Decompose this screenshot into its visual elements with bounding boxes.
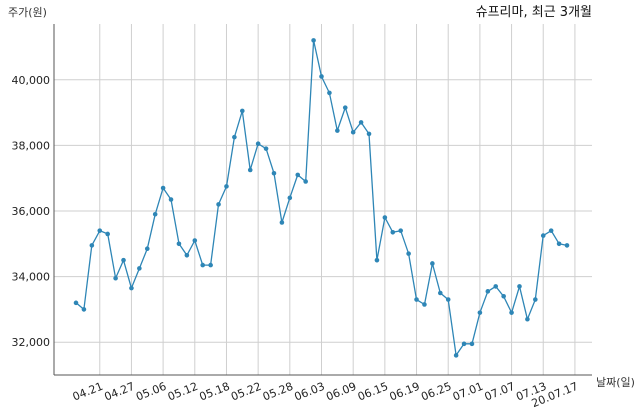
price-point (192, 238, 198, 243)
price-point (477, 310, 483, 315)
price-point (200, 262, 206, 268)
price-point (366, 131, 372, 137)
chart-title: 슈프리마, 최근 3개월 (476, 5, 592, 20)
price-point (105, 231, 110, 237)
price-point (232, 134, 237, 140)
price-point (327, 90, 332, 96)
price-point (469, 341, 475, 347)
price-point (303, 179, 308, 184)
price-point (168, 197, 174, 202)
price-point (73, 300, 79, 306)
price-point (485, 289, 491, 294)
price-point (358, 120, 364, 125)
price-point (208, 262, 213, 268)
price-point (224, 184, 229, 189)
x-tick-label: 05.18 (198, 380, 232, 404)
x-tick-label: 06.19 (388, 380, 422, 404)
price-point (509, 310, 514, 315)
price-point (216, 202, 221, 207)
axes (53, 24, 592, 376)
x-tick-label: 06.25 (419, 380, 453, 404)
x-axis-label: 날짜(일) (596, 375, 635, 389)
price-point (501, 293, 506, 299)
price-point (461, 341, 467, 347)
price-point (89, 243, 95, 248)
price-point (97, 228, 103, 233)
price-point (295, 172, 301, 178)
y-tick-label: 38,000 (12, 139, 51, 152)
price-point (137, 266, 142, 271)
x-tick-label: 05.12 (166, 380, 200, 404)
price-point (247, 167, 253, 173)
price-point (453, 353, 459, 358)
x-tick-label: 06.09 (324, 380, 358, 404)
price-point (81, 307, 87, 312)
y-axis-label: 주가(원) (8, 6, 47, 19)
price-point (279, 220, 285, 225)
price-point (311, 38, 316, 43)
price-point (255, 141, 261, 147)
price-point (533, 297, 538, 302)
price-point (564, 243, 570, 248)
price-point (493, 284, 499, 289)
price-point (335, 128, 340, 133)
price-point (176, 241, 182, 247)
price-point (350, 129, 356, 135)
price-point (160, 185, 166, 191)
y-tick-label: 34,000 (12, 271, 51, 284)
price-point (540, 233, 546, 238)
price-point (374, 257, 380, 263)
x-tick-label: 06.15 (356, 380, 390, 404)
price-point (390, 230, 396, 235)
y-tick-label: 40,000 (12, 74, 51, 87)
price-point (437, 290, 443, 296)
price-point (556, 241, 562, 247)
x-tick-label: 05.06 (134, 380, 168, 404)
tick-labels: 32,000 34,000 36,000 38,000 40,000 04.2104.27… (12, 74, 581, 410)
price-point (517, 284, 522, 289)
price-point (240, 108, 245, 114)
x-tick-label: 07.01 (451, 380, 485, 404)
price-point (342, 105, 348, 110)
x-tick-label: 07.07 (483, 380, 517, 404)
price-point (144, 246, 150, 252)
x-tick-label: 04.21 (71, 380, 105, 404)
y-tick-label: 32,000 (12, 336, 51, 349)
price-point (129, 285, 134, 291)
price-point (406, 251, 411, 256)
price-point (152, 211, 158, 217)
price-point (319, 74, 324, 79)
price-point (121, 257, 126, 263)
x-tick-label: 05.22 (229, 380, 263, 404)
x-tick-label: 05.28 (261, 380, 295, 404)
price-point (414, 297, 419, 302)
price-point (113, 275, 118, 281)
price-point (271, 170, 277, 176)
price-point (430, 261, 435, 266)
price-point (263, 146, 269, 151)
price-point (548, 228, 554, 233)
price-series (73, 38, 570, 358)
price-point (525, 316, 530, 322)
x-tick-label: 06.03 (293, 380, 327, 404)
x-tick-label: 04.27 (102, 380, 136, 404)
price-point (382, 215, 388, 220)
price-point (398, 228, 403, 233)
price-point (445, 297, 451, 302)
price-point (287, 195, 293, 201)
price-point (184, 252, 190, 258)
y-tick-label: 36,000 (12, 205, 51, 218)
price-point (422, 302, 427, 307)
